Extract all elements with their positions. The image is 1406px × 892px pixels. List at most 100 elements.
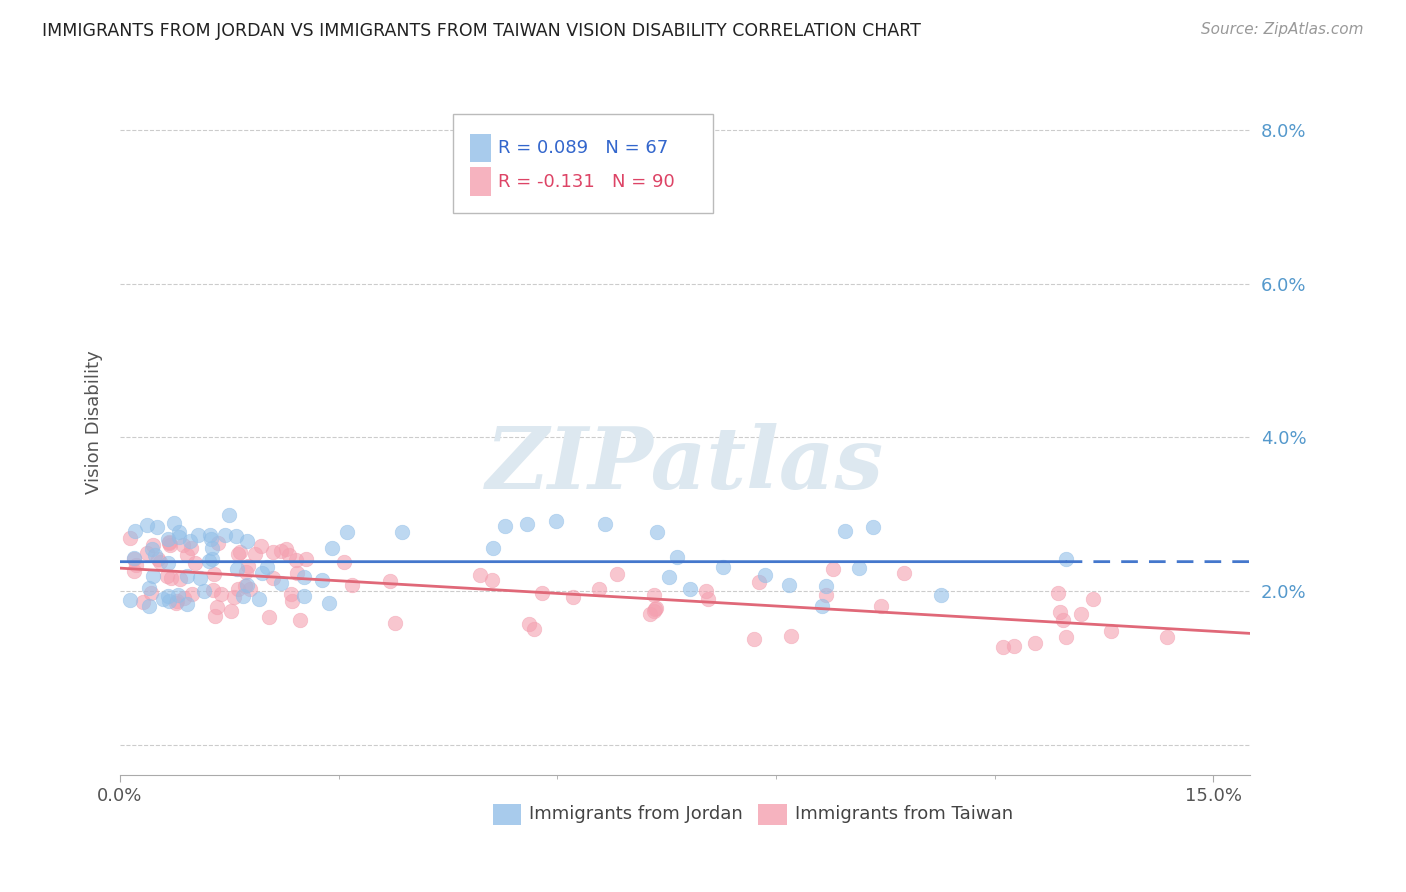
Point	[124, 564, 146, 578]
Point	[222, 591, 245, 605]
Point	[1049, 605, 1071, 619]
Point	[180, 541, 202, 556]
Point	[167, 530, 190, 544]
Point	[991, 640, 1014, 655]
Point	[1052, 613, 1074, 627]
Point	[135, 517, 157, 532]
Point	[200, 532, 222, 546]
Point	[187, 528, 209, 542]
Point	[160, 571, 183, 585]
Point	[156, 532, 179, 546]
Text: R = 0.089   N = 67: R = 0.089 N = 67	[499, 138, 669, 157]
Point	[159, 538, 181, 552]
Point	[870, 599, 893, 614]
Point	[229, 544, 252, 558]
Point	[157, 590, 180, 604]
Point	[1099, 624, 1122, 638]
Point	[336, 525, 359, 540]
Point	[295, 551, 318, 566]
Point	[318, 597, 340, 611]
Point	[384, 615, 406, 630]
Point	[311, 573, 333, 587]
Point	[193, 584, 215, 599]
Text: ZIPatlas: ZIPatlas	[486, 423, 884, 506]
Point	[202, 566, 225, 581]
Point	[156, 556, 179, 570]
Point	[156, 569, 179, 583]
Point	[235, 578, 257, 592]
Point	[226, 547, 249, 561]
Point	[593, 517, 616, 532]
Point	[544, 514, 567, 528]
Point	[235, 565, 257, 579]
Text: Immigrants from Taiwan: Immigrants from Taiwan	[794, 805, 1012, 823]
Point	[482, 541, 505, 555]
Point	[146, 551, 169, 566]
Point	[122, 552, 145, 566]
Point	[517, 617, 540, 632]
Point	[141, 586, 163, 600]
Point	[198, 554, 221, 568]
Point	[658, 570, 681, 584]
Point	[157, 593, 180, 607]
Point	[256, 560, 278, 574]
Point	[695, 583, 717, 598]
Point	[262, 545, 284, 559]
Point	[219, 604, 242, 618]
Point	[333, 555, 356, 569]
Text: IMMIGRANTS FROM JORDAN VS IMMIGRANTS FROM TAIWAN VISION DISABILITY CORRELATION C: IMMIGRANTS FROM JORDAN VS IMMIGRANTS FRO…	[42, 22, 921, 40]
Point	[748, 574, 770, 589]
Point	[249, 539, 271, 553]
Point	[1054, 631, 1077, 645]
Point	[285, 566, 308, 580]
Point	[321, 541, 343, 555]
Point	[188, 571, 211, 585]
Point	[167, 525, 190, 540]
Point	[142, 538, 165, 552]
Point	[1024, 636, 1046, 650]
Point	[814, 588, 837, 602]
Point	[214, 528, 236, 542]
Point	[152, 592, 174, 607]
Point	[236, 534, 259, 549]
Point	[198, 528, 221, 542]
Point	[280, 587, 302, 601]
Point	[169, 572, 191, 586]
Point	[531, 586, 554, 600]
Point	[606, 566, 628, 581]
Point	[516, 516, 538, 531]
Point	[288, 614, 311, 628]
Point	[645, 524, 668, 539]
Point	[204, 609, 226, 624]
Point	[143, 548, 166, 562]
Point	[120, 532, 142, 546]
Point	[780, 629, 803, 643]
Bar	[470, 134, 491, 161]
Point	[1054, 552, 1077, 566]
Point	[136, 546, 159, 560]
Point	[292, 570, 315, 584]
Point	[665, 549, 688, 564]
Point	[391, 524, 413, 539]
Point	[179, 533, 201, 548]
Text: R = -0.131   N = 90: R = -0.131 N = 90	[499, 173, 675, 191]
Point	[207, 536, 229, 550]
Point	[243, 547, 266, 561]
Point	[201, 541, 224, 555]
Y-axis label: Vision Disability: Vision Disability	[86, 350, 103, 494]
Point	[481, 573, 503, 587]
Point	[929, 588, 952, 602]
Point	[141, 541, 163, 556]
Point	[848, 561, 870, 575]
Point	[284, 553, 307, 567]
Point	[893, 566, 915, 581]
Point	[145, 520, 167, 534]
Point	[180, 587, 202, 601]
Point	[1081, 592, 1104, 607]
Point	[173, 591, 195, 605]
Point	[226, 582, 249, 597]
Point	[494, 519, 516, 533]
Point	[1156, 631, 1178, 645]
Point	[1070, 607, 1092, 621]
Point	[138, 581, 160, 595]
